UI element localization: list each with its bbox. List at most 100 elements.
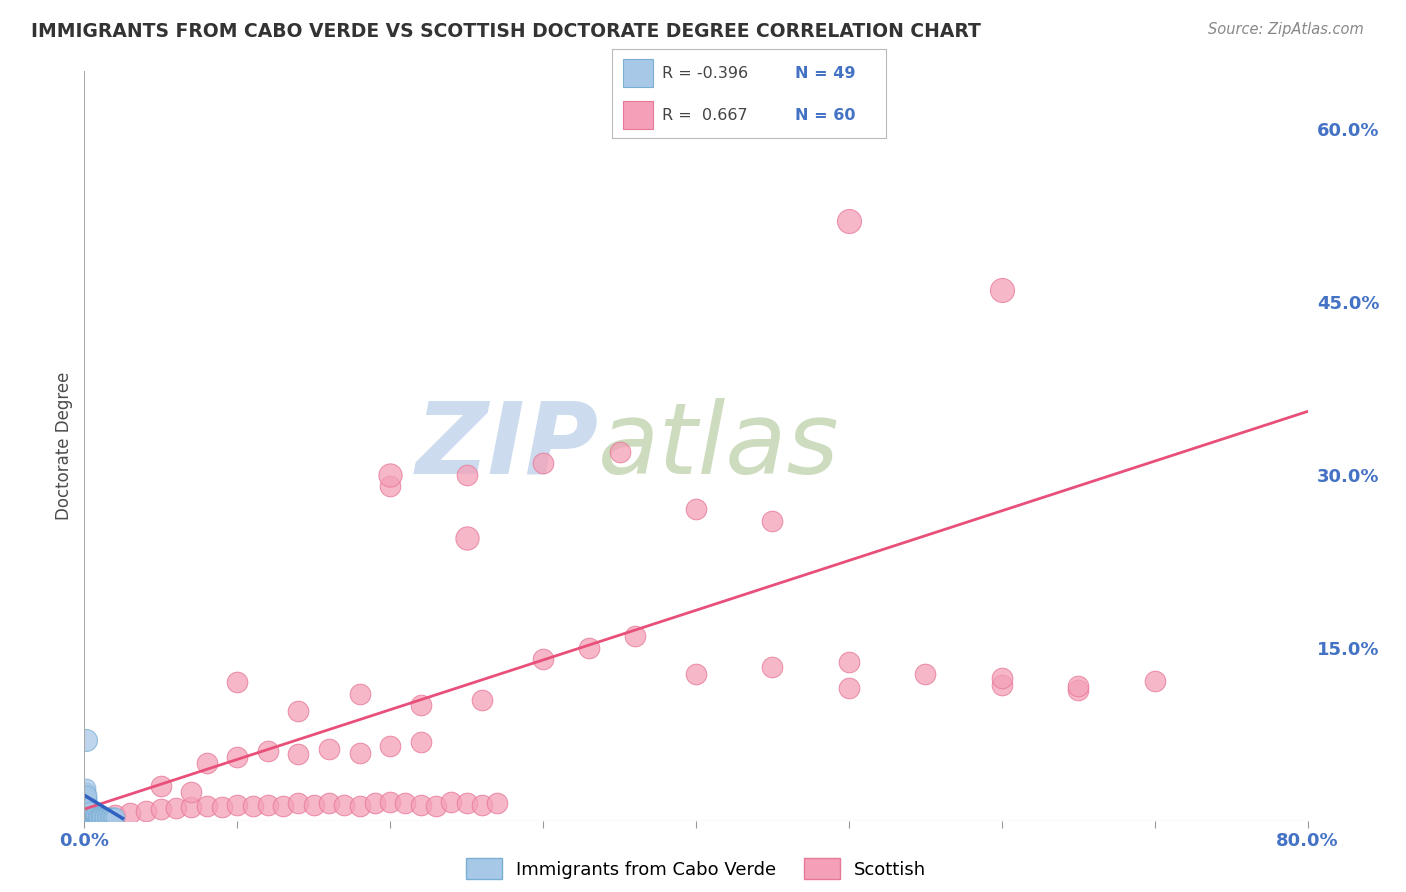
Bar: [623, 59, 652, 87]
Point: [333, 797, 356, 812]
Point: [380, 739, 402, 753]
Point: [471, 692, 494, 706]
Point: [991, 284, 1014, 298]
Point: [226, 750, 249, 764]
Point: [349, 746, 371, 760]
Point: [75, 781, 97, 796]
Point: [287, 704, 309, 718]
Point: [838, 655, 860, 669]
Point: [97, 810, 120, 824]
Point: [180, 785, 202, 799]
Point: [101, 810, 124, 824]
Point: [80, 810, 103, 824]
Point: [120, 805, 142, 820]
Point: [75, 790, 97, 805]
Point: [149, 779, 172, 793]
Point: [195, 798, 218, 813]
Point: [104, 810, 127, 824]
Point: [89, 809, 111, 823]
Point: [685, 667, 707, 681]
Point: [991, 671, 1014, 685]
Point: [609, 444, 631, 458]
Point: [761, 660, 783, 674]
Point: [84, 810, 107, 824]
Point: [79, 808, 101, 822]
Point: [89, 810, 111, 824]
Point: [75, 802, 97, 816]
Point: [84, 808, 107, 822]
Text: R = -0.396: R = -0.396: [662, 66, 748, 80]
Text: N = 60: N = 60: [796, 108, 856, 122]
Point: [271, 798, 294, 813]
Point: [75, 805, 97, 819]
Point: [94, 810, 117, 824]
Point: [380, 479, 402, 493]
Point: [1067, 683, 1090, 698]
Point: [75, 733, 97, 747]
Point: [456, 531, 478, 545]
Point: [76, 799, 98, 814]
Point: [76, 802, 98, 816]
Point: [83, 810, 105, 824]
Text: Source: ZipAtlas.com: Source: ZipAtlas.com: [1208, 22, 1364, 37]
Point: [211, 799, 233, 814]
Point: [76, 805, 98, 820]
Point: [226, 675, 249, 690]
Point: [83, 808, 105, 822]
Bar: [623, 101, 652, 129]
Point: [380, 795, 402, 809]
Point: [165, 801, 187, 815]
Point: [287, 747, 309, 761]
Text: ZIP: ZIP: [415, 398, 598, 494]
Point: [77, 808, 100, 822]
Point: [98, 810, 121, 824]
Point: [318, 797, 340, 811]
Point: [135, 805, 157, 819]
Point: [75, 789, 97, 803]
Point: [76, 793, 98, 807]
Point: [624, 629, 647, 643]
Point: [318, 742, 340, 756]
Point: [75, 799, 97, 814]
Point: [242, 798, 264, 813]
Point: [257, 744, 280, 758]
Point: [578, 640, 600, 655]
Point: [75, 785, 97, 799]
Point: [409, 735, 432, 749]
Point: [87, 810, 110, 824]
Point: [838, 214, 860, 228]
Point: [302, 797, 325, 812]
Point: [409, 698, 432, 713]
Point: [761, 514, 783, 528]
Point: [77, 803, 100, 817]
Point: [77, 805, 100, 820]
Point: [394, 797, 416, 811]
Point: [1143, 674, 1166, 689]
Point: [471, 797, 494, 812]
Text: IMMIGRANTS FROM CABO VERDE VS SCOTTISH DOCTORATE DEGREE CORRELATION CHART: IMMIGRANTS FROM CABO VERDE VS SCOTTISH D…: [31, 22, 981, 41]
Point: [531, 652, 554, 666]
Text: R =  0.667: R = 0.667: [662, 108, 748, 122]
Text: N = 49: N = 49: [796, 66, 856, 80]
Point: [77, 799, 100, 814]
Point: [180, 799, 202, 814]
Point: [86, 810, 108, 824]
Point: [104, 808, 127, 822]
Point: [257, 797, 280, 812]
Point: [531, 456, 554, 470]
Point: [91, 810, 114, 824]
Point: [90, 810, 112, 824]
Point: [991, 678, 1014, 692]
Point: [76, 810, 98, 824]
Point: [486, 797, 509, 811]
Legend: Immigrants from Cabo Verde, Scottish: Immigrants from Cabo Verde, Scottish: [458, 851, 934, 887]
Point: [75, 808, 97, 822]
Point: [1067, 679, 1090, 693]
Point: [440, 795, 463, 809]
Point: [93, 810, 115, 824]
Point: [76, 789, 98, 803]
Point: [364, 797, 387, 811]
Point: [77, 810, 100, 824]
Point: [914, 667, 936, 681]
Point: [76, 795, 98, 809]
